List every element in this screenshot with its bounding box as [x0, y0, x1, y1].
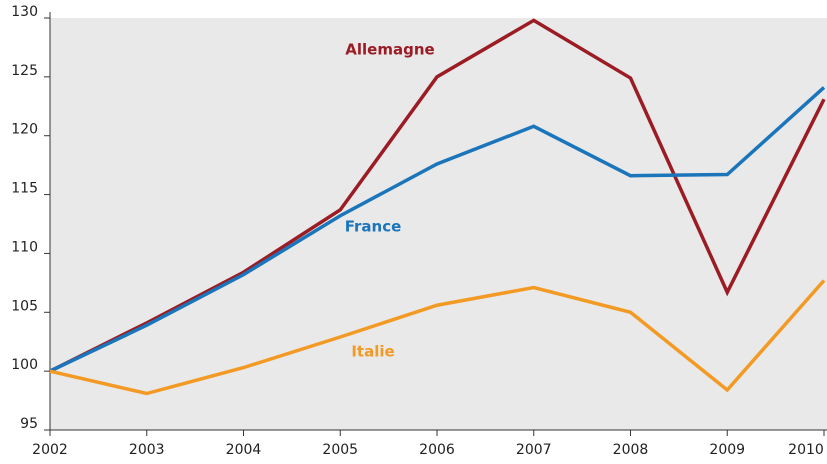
x-tick-label: 2008 [613, 442, 649, 458]
line-series [49, 18, 826, 373]
y-tick-label: 120 [11, 122, 38, 138]
x-tick-label: 2010 [788, 442, 824, 458]
x-tick-label: 2006 [419, 442, 455, 458]
y-tick-label: 95 [20, 416, 38, 432]
line-series [49, 279, 826, 396]
series-label: Italie [351, 343, 394, 361]
series-label: France [345, 218, 402, 236]
y-tick-label: 100 [11, 357, 38, 373]
y-tick-label: 125 [11, 63, 38, 79]
y-tick-label: 110 [11, 239, 38, 255]
line-series [49, 86, 826, 373]
x-tick-label: 2004 [226, 442, 262, 458]
x-tick-label: 2007 [516, 442, 552, 458]
series-label: Allemagne [345, 41, 434, 59]
plot-area [50, 18, 827, 430]
x-tick-label: 2002 [32, 442, 68, 458]
y-tick-label: 115 [11, 181, 38, 197]
x-tick-label: 2003 [129, 442, 165, 458]
y-tick-label: 105 [11, 298, 38, 314]
x-tick-label: 2005 [322, 442, 358, 458]
y-tick-label: 130 [11, 4, 38, 20]
x-tick-label: 2009 [709, 442, 745, 458]
